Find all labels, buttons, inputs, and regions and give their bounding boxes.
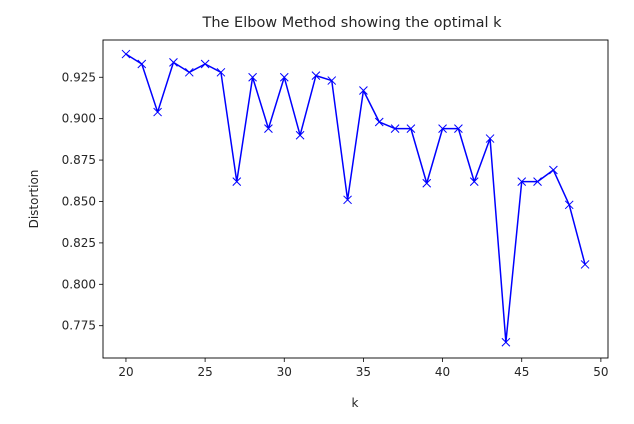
data-point-marker [390, 124, 400, 133]
data-point-marker [517, 177, 527, 186]
data-point-marker [184, 67, 194, 77]
x-tick-label: 30 [277, 365, 292, 379]
y-tick-label: 0.800 [62, 277, 96, 291]
data-point-marker [422, 178, 432, 188]
data-point-marker [200, 59, 210, 69]
y-tick-label: 0.925 [62, 70, 96, 84]
x-axis-label: k [352, 396, 359, 410]
data-point-marker [264, 124, 273, 133]
data-point-marker [549, 165, 558, 175]
data-point-marker [311, 71, 321, 80]
data-point-marker [469, 177, 479, 186]
data-point-marker [295, 130, 305, 140]
y-axis-label: Distortion [27, 170, 41, 229]
plot-area [102, 39, 609, 359]
series-line [125, 53, 586, 344]
data-point-marker [137, 59, 147, 69]
data-point-marker [580, 260, 590, 269]
x-tick-label: 35 [356, 365, 371, 379]
y-axis: 0.775 0.800 0.825 0.850 0.875 0.900 0.925 [62, 70, 103, 333]
data-point-marker [153, 107, 162, 117]
x-tick-label: 25 [197, 365, 212, 379]
data-point-marker [359, 86, 368, 95]
data-point-marker [533, 177, 542, 186]
y-tick-label: 0.900 [62, 112, 96, 126]
data-point-marker [216, 67, 226, 77]
x-tick-label: 20 [118, 365, 133, 379]
data-point-marker [248, 72, 257, 82]
data-point-marker [169, 58, 178, 67]
data-point-marker [343, 195, 352, 205]
y-tick-label: 0.825 [62, 236, 96, 250]
data-point-marker [406, 124, 416, 133]
data-point-marker [454, 124, 463, 133]
series-layer [121, 49, 590, 347]
x-tick-label: 50 [593, 365, 608, 379]
data-point-marker [374, 117, 384, 127]
data-point-marker [564, 200, 574, 210]
data-point-marker [327, 76, 337, 85]
y-tick-label: 0.775 [62, 319, 96, 333]
data-point-marker [438, 124, 447, 133]
data-point-marker [121, 49, 131, 59]
x-tick-label: 45 [514, 365, 529, 379]
y-tick-label: 0.850 [62, 194, 96, 208]
data-point-marker [485, 134, 495, 143]
data-point-marker [232, 177, 242, 186]
data-point-marker [279, 72, 289, 82]
x-axis: 20 25 30 35 40 45 50 [118, 358, 609, 379]
plot-frame [102, 39, 609, 359]
y-tick-label: 0.875 [62, 153, 96, 167]
x-tick-label: 40 [435, 365, 450, 379]
chart-title: The Elbow Method showing the optimal k [201, 15, 502, 31]
data-point-marker [501, 337, 511, 347]
